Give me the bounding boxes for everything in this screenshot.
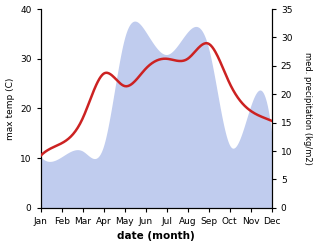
X-axis label: date (month): date (month): [117, 231, 195, 242]
Y-axis label: med. precipitation (kg/m2): med. precipitation (kg/m2): [303, 52, 313, 165]
Y-axis label: max temp (C): max temp (C): [5, 77, 15, 140]
